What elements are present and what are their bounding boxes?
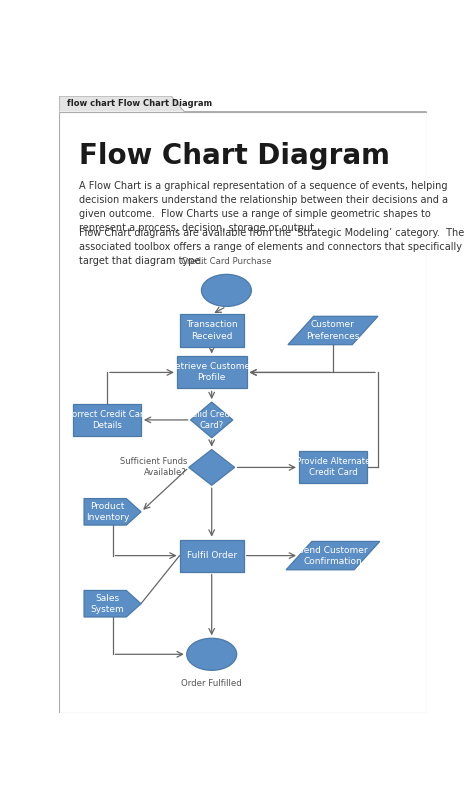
Text: Customer
Preferences: Customer Preferences bbox=[306, 320, 360, 340]
Ellipse shape bbox=[187, 638, 237, 670]
Text: Provide Alternate
Credit Card: Provide Alternate Credit Card bbox=[296, 457, 370, 477]
Text: Order Fulfilled: Order Fulfilled bbox=[182, 679, 242, 688]
Text: Fulfil Order: Fulfil Order bbox=[187, 551, 237, 560]
Polygon shape bbox=[286, 541, 380, 570]
Polygon shape bbox=[288, 316, 378, 344]
Text: Valid Credit
Card?: Valid Credit Card? bbox=[187, 410, 236, 430]
Text: flow chart Flow Chart Diagram: flow chart Flow Chart Diagram bbox=[67, 99, 212, 108]
FancyBboxPatch shape bbox=[180, 540, 244, 572]
FancyBboxPatch shape bbox=[180, 315, 244, 347]
Text: Product
Inventory: Product Inventory bbox=[86, 501, 129, 522]
Polygon shape bbox=[84, 590, 141, 617]
Text: Credit Card Purchase: Credit Card Purchase bbox=[181, 257, 272, 266]
Text: Transaction
Received: Transaction Received bbox=[186, 320, 237, 340]
Polygon shape bbox=[84, 498, 141, 525]
Text: Flow Chart diagrams are available from the ‘Strategic Modeling’ category.  The
a: Flow Chart diagrams are available from t… bbox=[80, 228, 465, 266]
Polygon shape bbox=[189, 449, 235, 485]
Text: Flow Chart Diagram: Flow Chart Diagram bbox=[80, 143, 391, 171]
Polygon shape bbox=[59, 96, 427, 111]
FancyBboxPatch shape bbox=[299, 452, 367, 484]
Text: Send Customer
Confirmation: Send Customer Confirmation bbox=[298, 545, 368, 566]
Text: A Flow Chart is a graphical representation of a sequence of events, helping
deci: A Flow Chart is a graphical representati… bbox=[80, 180, 448, 232]
Text: Sales
System: Sales System bbox=[91, 594, 125, 614]
FancyBboxPatch shape bbox=[177, 356, 246, 388]
Text: Correct Credit Card
Details: Correct Credit Card Details bbox=[65, 410, 148, 430]
Ellipse shape bbox=[201, 275, 251, 307]
FancyBboxPatch shape bbox=[73, 404, 141, 436]
Text: Sufficient Funds
Available?: Sufficient Funds Available? bbox=[119, 457, 187, 477]
Polygon shape bbox=[191, 402, 233, 438]
Text: Retrieve Customer
Profile: Retrieve Customer Profile bbox=[169, 362, 254, 383]
